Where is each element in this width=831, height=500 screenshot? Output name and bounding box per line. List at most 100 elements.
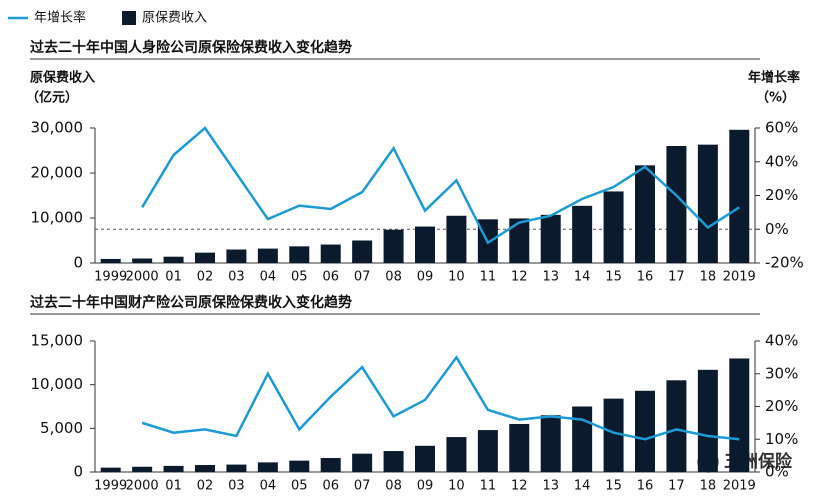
bar: [383, 451, 404, 472]
y2-tick-label: 30%: [765, 364, 798, 382]
bar: [163, 256, 184, 263]
x-tick-label: 10: [448, 270, 465, 285]
bar: [540, 415, 561, 472]
bar: [477, 430, 498, 472]
y2-tick-label: -20%: [765, 254, 804, 272]
x-tick-label: 2000: [126, 479, 159, 494]
x-tick-label: 12: [511, 270, 528, 285]
x-tick-label: 11: [480, 270, 497, 285]
y-tick-label: 20,000: [31, 164, 84, 182]
x-tick-label: 02: [197, 479, 214, 494]
x-tick-label: 13: [542, 270, 559, 285]
bar: [666, 146, 687, 263]
y2-tick-label: 20%: [765, 397, 798, 415]
bar: [195, 252, 215, 263]
bar: [446, 437, 467, 472]
x-tick-label: 03: [228, 270, 245, 285]
x-tick-label: 09: [417, 479, 434, 494]
bar: [132, 258, 153, 263]
legend-label: 年增长率: [34, 10, 86, 26]
growth-line: [141, 355, 740, 441]
x-tick-label: 08: [385, 479, 402, 494]
x-tick-label: 16: [637, 479, 654, 494]
bar: [540, 214, 561, 263]
y2-tick-label: 20%: [765, 186, 798, 204]
bar: [509, 218, 530, 263]
y-tick-label: 30,000: [31, 119, 84, 137]
bar: [729, 129, 750, 263]
bar: [603, 191, 624, 263]
x-tick-label: 13: [542, 479, 559, 494]
x-tick-label: 05: [291, 270, 308, 285]
bar: [446, 215, 467, 263]
bar: [729, 358, 750, 472]
bar: [289, 246, 310, 263]
bar: [509, 423, 530, 472]
y-tick-label: 0: [73, 463, 83, 481]
bar: [100, 467, 121, 472]
x-tick-label: 09: [417, 270, 434, 285]
y-tick-label: 10,000: [31, 375, 84, 393]
y-axis-unit: （亿元）: [26, 90, 78, 106]
x-tick-label: 14: [574, 270, 591, 285]
bar: [635, 165, 655, 263]
growth-line: [141, 126, 740, 245]
x-tick-label: 06: [322, 270, 339, 285]
y2-tick-label: 60%: [765, 119, 798, 137]
bar: [415, 226, 435, 263]
bar: [415, 445, 435, 472]
x-tick-label: 2019: [723, 270, 756, 285]
y2-tick-label: 40%: [765, 332, 798, 350]
y2-axis-label: 年增长率: [748, 70, 800, 86]
bar: [195, 465, 215, 472]
bar: [572, 205, 593, 263]
x-tick-label: 03: [228, 479, 245, 494]
bar: [352, 240, 373, 263]
x-tick-label: 15: [605, 479, 622, 494]
x-tick-label: 16: [637, 270, 654, 285]
x-tick-label: 15: [605, 270, 622, 285]
y2-tick-label: 40%: [765, 152, 798, 170]
bar: [635, 390, 655, 472]
x-tick-label: 17: [668, 270, 685, 285]
x-tick-label: 17: [668, 479, 685, 494]
bar: [383, 229, 404, 263]
bar: [666, 380, 687, 472]
bar: [257, 462, 278, 472]
bar: [100, 258, 121, 263]
y2-tick-label: 0%: [765, 463, 789, 481]
x-tick-label: 01: [165, 270, 182, 285]
y-tick-label: 0: [73, 254, 83, 272]
y-tick-label: 5,000: [40, 419, 83, 437]
y2-axis-unit: （%）: [756, 90, 795, 106]
x-tick-label: 06: [322, 479, 339, 494]
bar: [289, 460, 310, 472]
x-tick-label: 2000: [126, 270, 159, 285]
x-tick-label: 10: [448, 479, 465, 494]
x-tick-label: 1999: [94, 270, 127, 285]
bar: [257, 248, 278, 263]
bar: [320, 458, 341, 472]
bar: [697, 369, 718, 472]
bar: [352, 453, 373, 472]
x-tick-label: 18: [700, 270, 717, 285]
x-tick-label: 07: [354, 270, 371, 285]
bar: [603, 398, 624, 472]
x-tick-label: 04: [260, 270, 277, 285]
bar: [320, 244, 341, 263]
x-tick-label: 11: [480, 479, 497, 494]
x-tick-label: 2019: [723, 479, 756, 494]
bar: [163, 465, 184, 472]
x-tick-label: 08: [385, 270, 402, 285]
x-tick-label: 01: [165, 479, 182, 494]
legend-label: 原保费收入: [142, 11, 207, 26]
x-tick-label: 04: [260, 479, 277, 494]
x-tick-label: 14: [574, 479, 591, 494]
chart-title: 过去二十年中国人身险公司原保险保费收入变化趋势: [30, 39, 352, 56]
y-tick-label: 15,000: [31, 332, 84, 350]
x-tick-label: 07: [354, 479, 371, 494]
legend-bar-icon: [122, 11, 136, 25]
x-tick-label: 1999: [94, 479, 127, 494]
y2-tick-label: 0%: [765, 220, 789, 238]
